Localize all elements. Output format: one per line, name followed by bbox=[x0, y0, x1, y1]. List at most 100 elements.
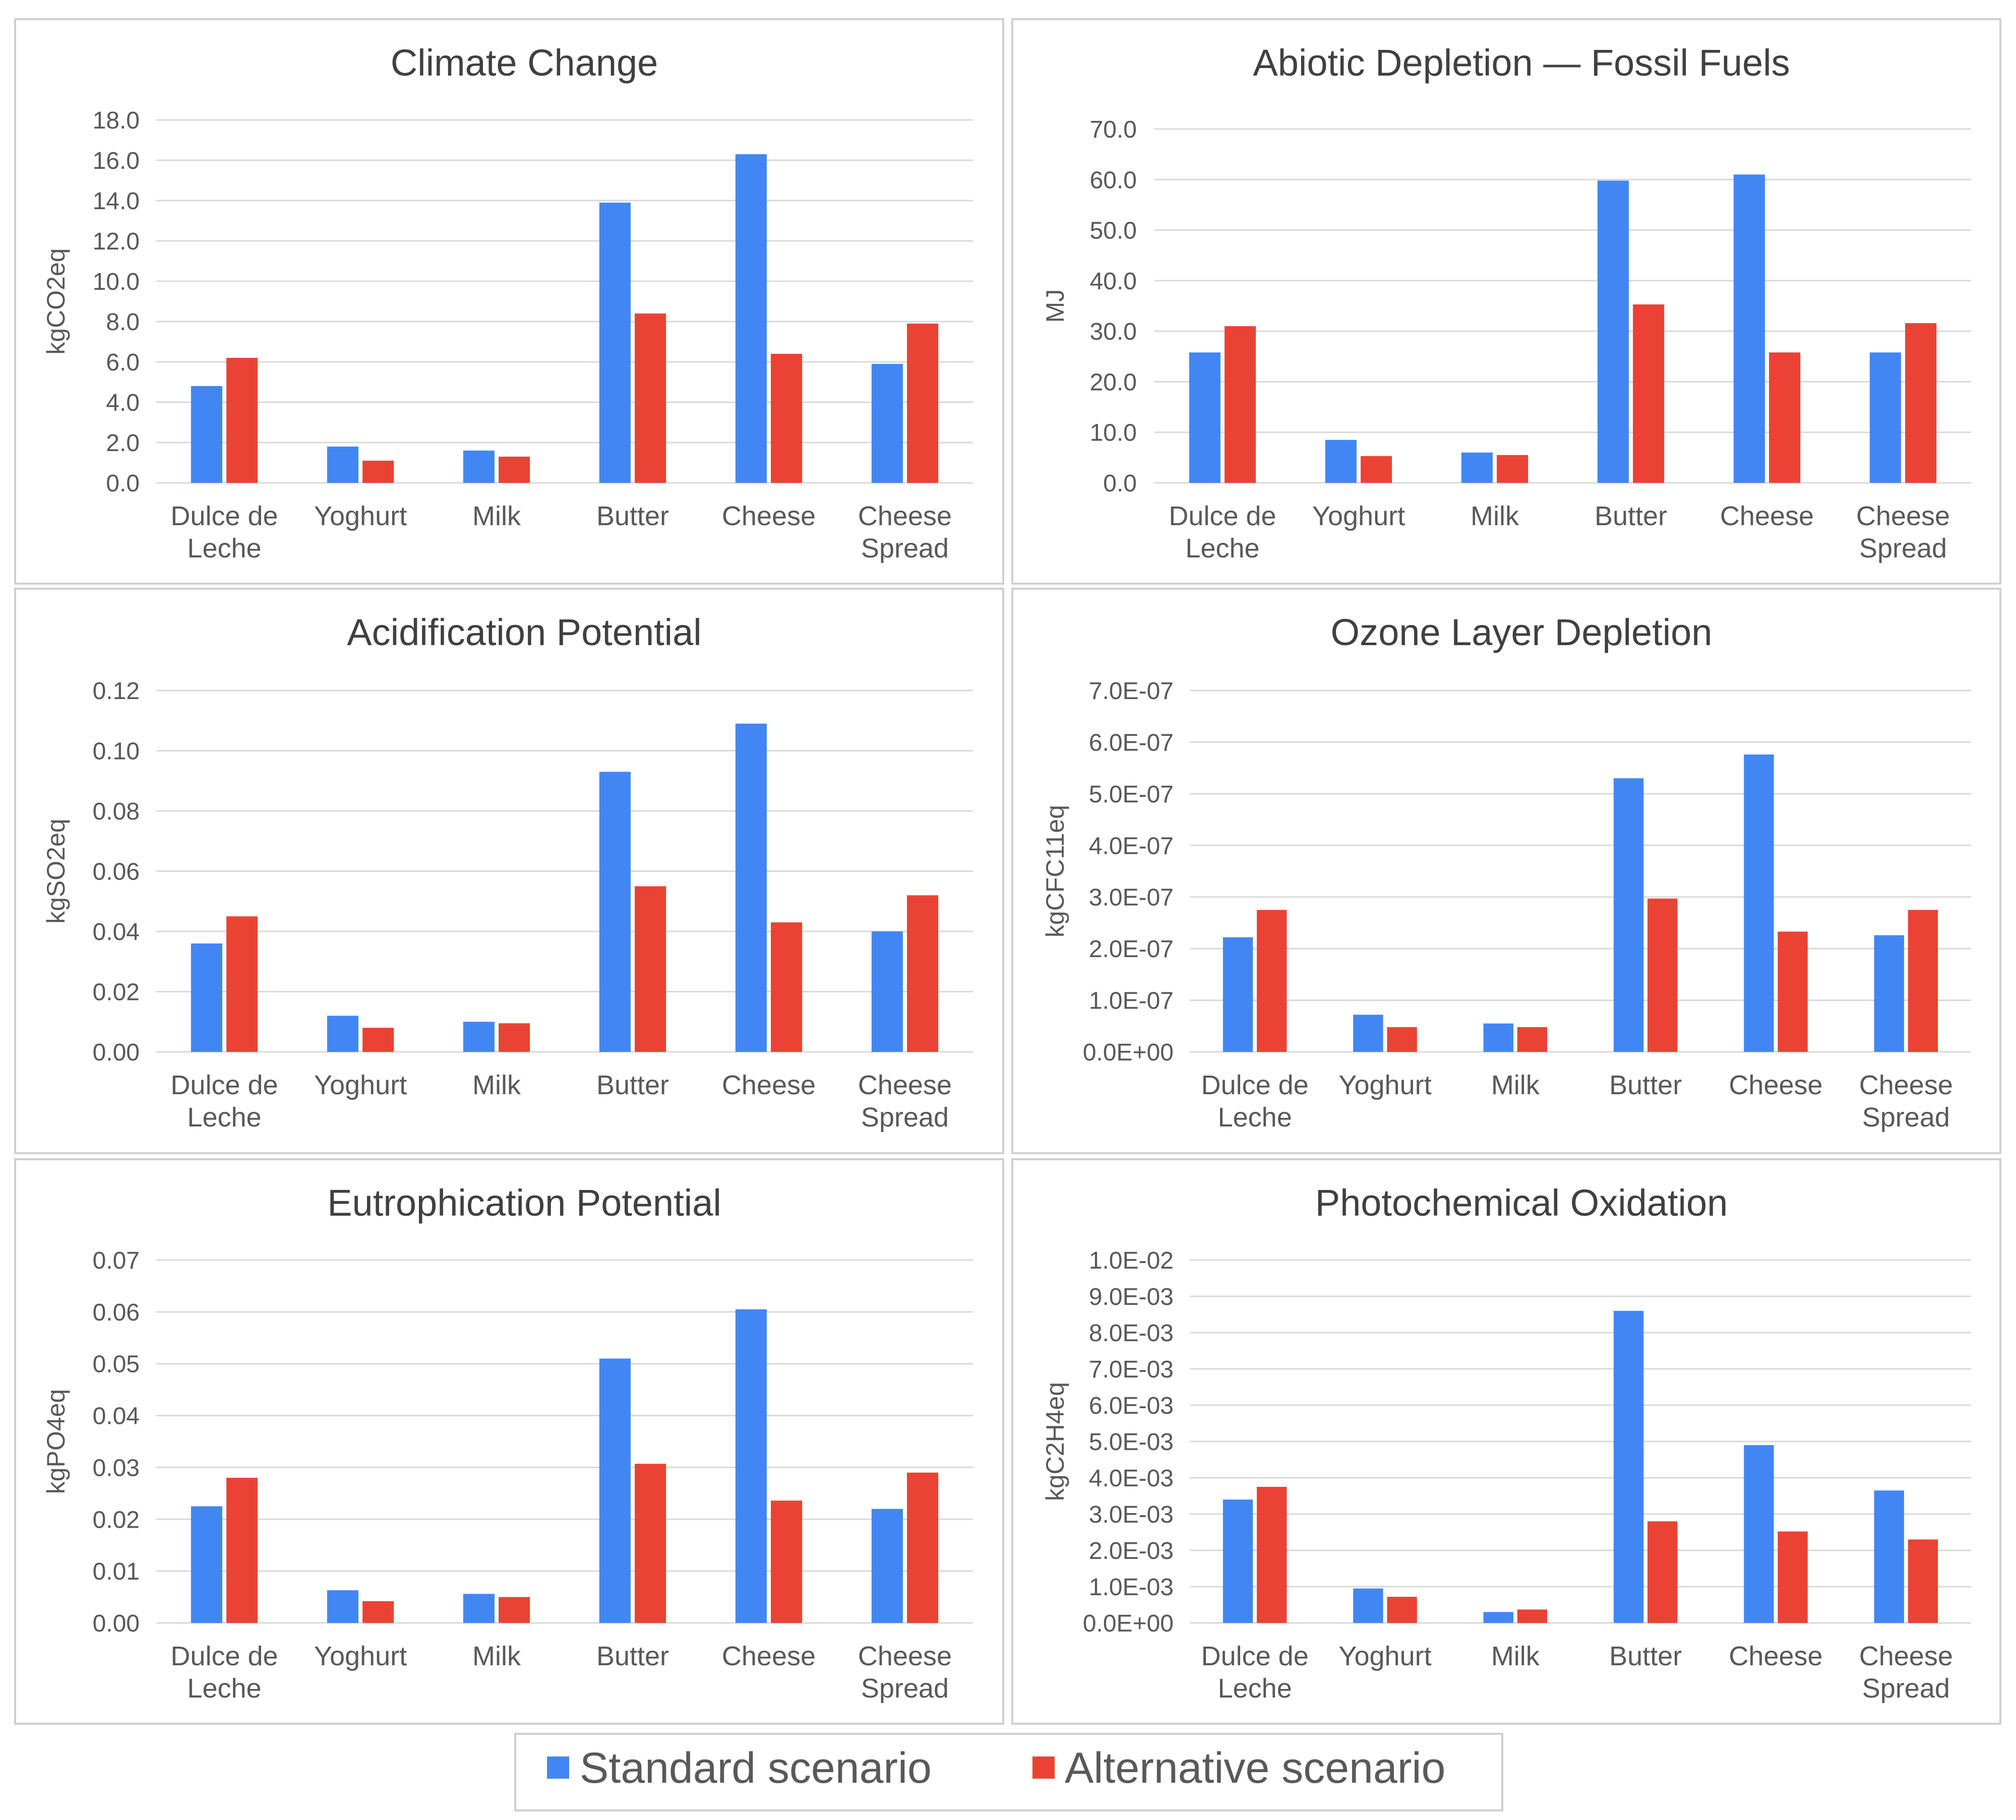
y-tick-label: 0.12 bbox=[93, 678, 140, 705]
y-tick-label: 20.0 bbox=[1090, 369, 1137, 396]
bar-standard-scenario-cheese-spread bbox=[871, 1509, 903, 1623]
bar-standard-scenario-butter bbox=[599, 1358, 631, 1623]
bar-alternative-scenario-butter bbox=[635, 886, 666, 1052]
legend: Standard scenario Alternative scenario bbox=[514, 1733, 1503, 1811]
legend-border bbox=[514, 1733, 1503, 1811]
x-category-label: Dulce de Leche bbox=[170, 501, 278, 563]
bar-alternative-scenario-yoghurt bbox=[362, 1028, 394, 1052]
bar-standard-scenario-yoghurt bbox=[1353, 1015, 1383, 1052]
legend-label-alternative-scenario: Alternative scenario bbox=[1065, 1744, 1445, 1792]
y-tick-label: 1.0E-02 bbox=[1089, 1247, 1174, 1274]
y-axis-label: kgCFC11eq bbox=[1041, 805, 1069, 937]
x-category-label: Yoghurt bbox=[1338, 1070, 1431, 1100]
x-category-label: Butter bbox=[1609, 1070, 1682, 1100]
y-axis-label: kgCO2eq bbox=[42, 248, 70, 354]
bar-alternative-scenario-cheese bbox=[1778, 931, 1808, 1052]
y-tick-label: 2.0E-03 bbox=[1089, 1538, 1174, 1564]
bar-standard-scenario-yoghurt bbox=[327, 1590, 358, 1623]
chart-title: Acidification Potential bbox=[347, 611, 701, 653]
bar-alternative-scenario-yoghurt bbox=[1361, 456, 1392, 483]
bar-alternative-scenario-milk bbox=[1517, 1027, 1548, 1052]
bar-standard-scenario-cheese-spread bbox=[1869, 352, 1901, 483]
x-category-label: Butter bbox=[1595, 501, 1667, 531]
y-tick-label: 2.0 bbox=[106, 430, 140, 457]
bar-alternative-scenario-dulce-de-leche bbox=[226, 916, 258, 1052]
y-tick-label: 30.0 bbox=[1090, 319, 1137, 345]
bar-alternative-scenario-milk bbox=[499, 1023, 530, 1052]
x-category-label: Yoghurt bbox=[314, 1641, 407, 1671]
bar-alternative-scenario-yoghurt bbox=[362, 1601, 394, 1623]
bar-standard-scenario-dulce-de-leche bbox=[191, 386, 222, 483]
bar-standard-scenario-yoghurt bbox=[1353, 1588, 1383, 1623]
y-tick-label: 6.0E-07 bbox=[1089, 729, 1174, 756]
y-tick-label: 0.00 bbox=[93, 1039, 140, 1066]
y-tick-label: 10.0 bbox=[93, 269, 140, 295]
bar-alternative-scenario-dulce-de-leche bbox=[1257, 1487, 1287, 1623]
chart-title: Photochemical Oxidation bbox=[1315, 1182, 1728, 1224]
x-category-label: Cheese Spread bbox=[1859, 1641, 1953, 1704]
y-tick-label: 8.0 bbox=[106, 309, 140, 336]
x-category-label: Cheese bbox=[1729, 1070, 1822, 1100]
bar-standard-scenario-butter bbox=[1613, 778, 1644, 1052]
bar-alternative-scenario-dulce-de-leche bbox=[1257, 910, 1287, 1052]
panel-border bbox=[1011, 588, 2001, 1154]
bar-standard-scenario-cheese bbox=[735, 154, 767, 483]
chart-panel-ozone-layer-depletion: Ozone Layer Depletion kgCFC11eq 0.0E+00 1.0… bbox=[1011, 588, 2001, 1154]
y-tick-label: 6.0E-03 bbox=[1089, 1393, 1174, 1419]
bar-standard-scenario-cheese-spread bbox=[1874, 1490, 1904, 1623]
x-category-label: Cheese bbox=[1729, 1641, 1822, 1671]
y-tick-label: 16.0 bbox=[93, 148, 140, 174]
bar-standard-scenario-dulce-de-leche bbox=[1189, 352, 1220, 483]
bar-alternative-scenario-butter bbox=[1633, 304, 1665, 483]
y-tick-label: 0.0 bbox=[106, 470, 140, 497]
x-category-label: Dulce de Leche bbox=[170, 1641, 278, 1704]
chart-title: Eutrophication Potential bbox=[327, 1182, 721, 1224]
bar-standard-scenario-butter bbox=[1597, 180, 1629, 483]
bar-alternative-scenario-butter bbox=[635, 313, 666, 483]
x-category-label: Cheese Spread bbox=[858, 501, 952, 563]
bar-alternative-scenario-milk bbox=[1497, 455, 1529, 483]
x-category-label: Yoghurt bbox=[314, 1070, 407, 1100]
chart-title: Climate Change bbox=[391, 42, 658, 84]
bar-standard-scenario-cheese-spread bbox=[871, 364, 903, 483]
legend-swatch-alternative-scenario bbox=[1032, 1756, 1055, 1779]
bar-standard-scenario-dulce-de-leche bbox=[191, 943, 222, 1052]
chart-panel-abiotic-depletion-fossil-fuels: Abiotic Depletion — Fossil Fuels MJ 0.0 10.… bbox=[1011, 18, 2001, 585]
bar-alternative-scenario-cheese-spread bbox=[907, 1472, 939, 1623]
bar-alternative-scenario-butter bbox=[635, 1464, 666, 1623]
chart-panel-photochemical-oxidation: Photochemical Oxidation kgC2H4eq 0.0E+00 1.… bbox=[1011, 1158, 2001, 1725]
bar-alternative-scenario-cheese-spread bbox=[907, 895, 939, 1052]
bar-alternative-scenario-dulce-de-leche bbox=[226, 358, 258, 483]
y-tick-label: 4.0E-07 bbox=[1089, 833, 1174, 859]
bar-standard-scenario-cheese bbox=[735, 1309, 767, 1623]
y-tick-label: 0.02 bbox=[93, 1507, 140, 1533]
bar-standard-scenario-dulce-de-leche bbox=[191, 1506, 222, 1623]
y-tick-label: 8.0E-03 bbox=[1089, 1320, 1174, 1347]
x-category-label: Dulce de Leche bbox=[170, 1070, 278, 1133]
y-tick-label: 50.0 bbox=[1090, 218, 1137, 244]
bar-alternative-scenario-cheese-spread bbox=[1908, 910, 1938, 1052]
bar-standard-scenario-yoghurt bbox=[327, 447, 358, 483]
bar-alternative-scenario-yoghurt bbox=[1387, 1597, 1417, 1623]
y-tick-label: 7.0E-03 bbox=[1089, 1356, 1174, 1383]
x-category-label: Milk bbox=[472, 501, 521, 531]
x-category-label: Cheese bbox=[1720, 501, 1814, 531]
y-axis-label: kgC2H4eq bbox=[1041, 1382, 1069, 1501]
y-tick-label: 0.03 bbox=[93, 1455, 140, 1481]
bar-alternative-scenario-butter bbox=[1647, 1521, 1678, 1623]
bar-alternative-scenario-yoghurt bbox=[1387, 1027, 1417, 1052]
y-tick-label: 1.0E-03 bbox=[1089, 1574, 1174, 1601]
bar-alternative-scenario-milk bbox=[499, 457, 530, 483]
y-tick-label: 3.0E-03 bbox=[1089, 1501, 1174, 1528]
y-tick-label: 12.0 bbox=[93, 228, 140, 255]
panel-border bbox=[14, 1158, 1004, 1725]
y-tick-label: 7.0E-07 bbox=[1089, 678, 1174, 705]
bar-alternative-scenario-cheese bbox=[771, 922, 803, 1052]
y-tick-label: 0.02 bbox=[93, 979, 140, 1006]
legend-swatch-standard-scenario bbox=[547, 1756, 569, 1779]
bar-alternative-scenario-dulce-de-leche bbox=[226, 1478, 258, 1623]
panel-border bbox=[1011, 18, 2001, 585]
y-tick-label: 0.08 bbox=[93, 798, 140, 825]
chart-panel-acidification-potential: Acidification Potential kgSO2eq 0.00 0.02 0.… bbox=[14, 588, 1004, 1154]
bar-standard-scenario-cheese-spread bbox=[871, 931, 903, 1052]
